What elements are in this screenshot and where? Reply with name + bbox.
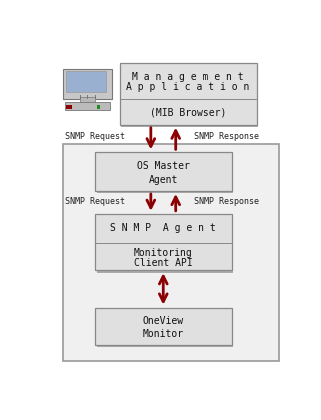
Text: OneView: OneView <box>143 315 184 326</box>
Bar <box>66 105 72 109</box>
FancyBboxPatch shape <box>95 214 232 270</box>
FancyBboxPatch shape <box>95 152 232 191</box>
Text: Client API: Client API <box>134 258 193 268</box>
FancyBboxPatch shape <box>97 216 233 273</box>
Text: SNMP Request: SNMP Request <box>65 197 125 206</box>
FancyBboxPatch shape <box>120 63 256 125</box>
Text: Agent: Agent <box>149 175 178 185</box>
Text: OS Master: OS Master <box>137 161 190 171</box>
Text: Monitor: Monitor <box>143 329 184 339</box>
Text: S N M P  A g e n t: S N M P A g e n t <box>110 223 216 234</box>
FancyBboxPatch shape <box>65 102 110 110</box>
FancyBboxPatch shape <box>95 307 232 345</box>
Text: M a n a g e m e n t: M a n a g e m e n t <box>132 72 244 82</box>
Bar <box>97 105 100 109</box>
FancyBboxPatch shape <box>66 71 106 92</box>
Text: Monitoring: Monitoring <box>134 248 193 258</box>
FancyBboxPatch shape <box>121 66 258 127</box>
Text: SNMP Response: SNMP Response <box>195 197 259 206</box>
FancyBboxPatch shape <box>97 310 233 347</box>
FancyBboxPatch shape <box>97 155 233 193</box>
FancyBboxPatch shape <box>80 97 95 103</box>
Text: (MIB Browser): (MIB Browser) <box>150 108 226 118</box>
FancyBboxPatch shape <box>63 144 279 361</box>
FancyBboxPatch shape <box>63 68 112 99</box>
Text: SNMP Request: SNMP Request <box>65 131 125 141</box>
Text: SNMP Response: SNMP Response <box>195 131 259 141</box>
Text: A p p l i c a t i o n: A p p l i c a t i o n <box>126 81 250 92</box>
